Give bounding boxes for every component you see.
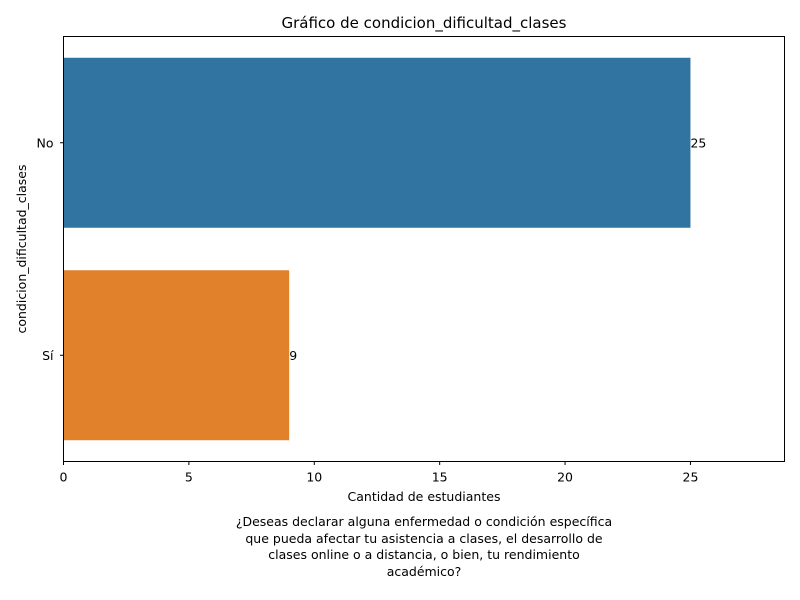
x-tick-label: 5: [185, 470, 193, 485]
x-tick-label: 0: [60, 470, 68, 485]
plot-frame: [63, 36, 785, 462]
bar-si: [63, 270, 290, 441]
y-tick-label: Sí: [42, 348, 54, 363]
caption-line: ¿Deseas declarar alguna enfermedad o con…: [235, 514, 613, 529]
bars-group: 25 9: [63, 57, 706, 441]
question-caption: ¿Deseas declarar alguna enfermedad o con…: [200, 514, 648, 580]
x-tick-label: 20: [557, 470, 573, 485]
x-tick-label: 25: [683, 470, 699, 485]
x-tick-label: 10: [306, 470, 322, 485]
x-axis-label: Cantidad de estudiantes: [348, 489, 501, 504]
bar-value-label: 9: [289, 348, 297, 363]
x-tick-label: 15: [432, 470, 448, 485]
chart-title: Gráfico de condicion_dificultad_clases: [282, 14, 567, 33]
caption-line: que pueda afectar tu asistencia a clases…: [245, 530, 603, 546]
bar-value-label: 25: [690, 135, 706, 150]
bar-no: [63, 57, 691, 228]
axes-group: No Sí 0 5 10 15 20 25: [37, 135, 699, 484]
caption-line: clases online o a distancia, o bien, tu …: [268, 547, 580, 562]
y-axis-label: condicion_dificultad_clases: [14, 164, 29, 333]
y-tick-label: No: [37, 135, 54, 150]
caption-line: académico?: [386, 563, 462, 579]
